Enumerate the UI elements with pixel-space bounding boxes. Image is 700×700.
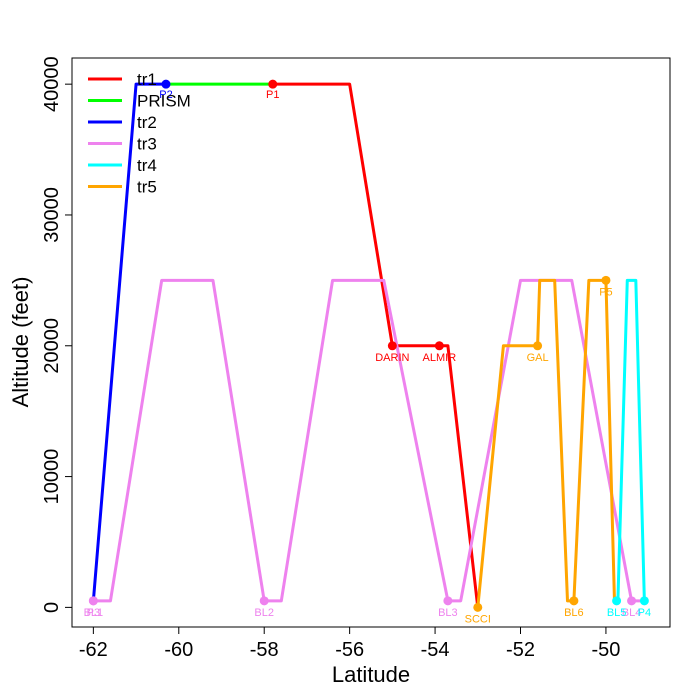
waypoint-marker-p5 — [601, 275, 611, 285]
waypoint-marker-p2 — [161, 79, 171, 89]
y-tick-label: 10000 — [41, 449, 63, 505]
y-tick-label: 30000 — [41, 187, 63, 243]
waypoint-marker-p1 — [268, 79, 278, 89]
y-tick-label: 40000 — [41, 56, 63, 112]
x-tick-label: -60 — [164, 639, 193, 661]
y-tick-label: 0 — [41, 602, 63, 613]
series-line-tr4 — [616, 278, 646, 603]
series-line-tr2 — [91, 82, 166, 601]
series-line-tr1 — [272, 82, 480, 608]
waypoint-marker-scci — [473, 602, 483, 612]
x-tick-label: -58 — [250, 639, 279, 661]
y-axis-label: Altitude (feet) — [8, 277, 33, 408]
series-line-tr3 — [93, 278, 641, 603]
waypoint-label-scci: SCCI — [465, 613, 491, 625]
legend-label-prism: PRISM — [137, 92, 191, 111]
waypoint-label-gal: GAL — [527, 352, 549, 364]
waypoint-label-p5: P5 — [599, 286, 612, 298]
x-tick-label: -52 — [506, 639, 535, 661]
legend-label-tr3: tr3 — [137, 135, 157, 154]
plot-frame — [71, 57, 671, 628]
waypoint-marker-bl6 — [569, 596, 579, 606]
waypoint-marker-bl4 — [627, 596, 637, 606]
legend-label-tr4: tr4 — [137, 156, 157, 175]
x-tick-label: -50 — [591, 639, 620, 661]
x-axis-label: Latitude — [332, 662, 410, 687]
waypoint-marker-p4 — [639, 596, 649, 606]
legend-label-tr5: tr5 — [137, 178, 157, 197]
x-tick-label: -56 — [335, 639, 364, 661]
legend-label-tr2: tr2 — [137, 113, 157, 132]
waypoint-label-almir: ALMIR — [423, 352, 457, 364]
waypoint-label-bl5: BL5 — [607, 607, 627, 619]
series-lines — [91, 82, 646, 608]
legend-label-tr1: tr1 — [137, 70, 157, 89]
legend: tr1 PRISM tr2 tr3 tr4 tr5 — [88, 70, 191, 197]
waypoint-label-p4: P4 — [638, 607, 651, 619]
waypoint-label-bl1: BL1 — [84, 607, 104, 619]
y-tick-label: 20000 — [41, 318, 63, 374]
waypoint-marker-p3 — [88, 596, 98, 606]
waypoint-label-p2: P2 — [159, 89, 172, 101]
waypoint-marker-gal — [533, 341, 543, 351]
axis-ticks: -62 -60 -58 -56 -54 -52 -50 0 10000 20000 30000 400… — [41, 56, 620, 661]
x-tick-label: -54 — [421, 639, 450, 661]
waypoint-label-bl6: BL6 — [564, 607, 584, 619]
waypoint-label-p3: P3 — [87, 607, 100, 619]
waypoint-label-bl2: BL2 — [254, 607, 274, 619]
waypoint-label-p1: P1 — [266, 89, 279, 101]
x-tick-label: -62 — [79, 639, 108, 661]
waypoint-label-bl3: BL3 — [438, 607, 458, 619]
series-line-tr5 — [476, 278, 616, 608]
waypoint-marker-bl2 — [259, 596, 269, 606]
waypoint-label-darin: DARIN — [375, 352, 409, 364]
waypoint-marker-almir — [434, 341, 444, 351]
waypoint-label-bl4: BL4 — [622, 607, 642, 619]
waypoint-marker-bl3 — [443, 596, 453, 606]
waypoint-marker-darin — [387, 341, 397, 351]
waypoint-marker-bl5 — [612, 596, 622, 606]
